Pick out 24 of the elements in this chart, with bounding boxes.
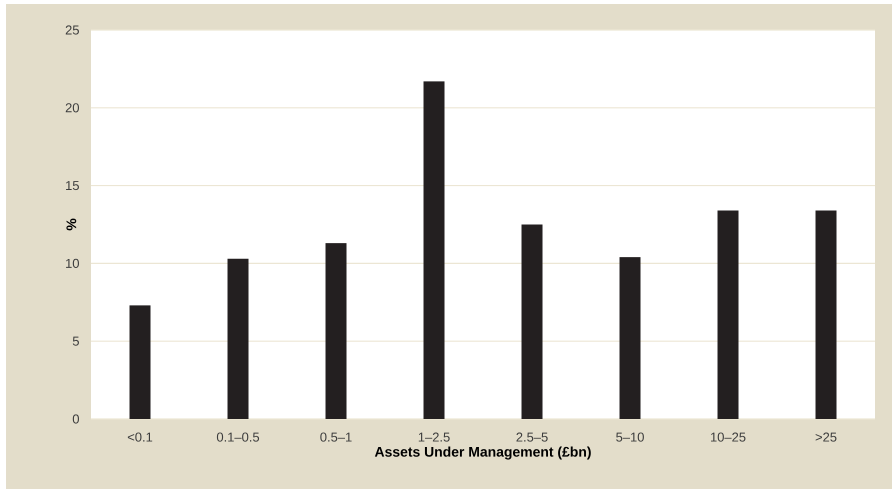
- bar: [228, 258, 249, 419]
- x-tick-label: 10–25: [710, 432, 746, 442]
- y-tick-label: 5: [72, 336, 79, 346]
- x-tick-label: 0.5–1: [320, 432, 352, 442]
- x-tick-label: 2.5–5: [516, 432, 548, 442]
- x-tick-label: 5–10: [616, 432, 644, 442]
- y-tick-label: 15: [66, 181, 79, 190]
- bar: [816, 210, 837, 419]
- y-tick-label: 0: [72, 414, 79, 424]
- bar: [620, 257, 641, 419]
- x-tick-label: 0.1–0.5: [216, 432, 260, 442]
- bar: [130, 305, 151, 419]
- x-tick-label: 1–2.5: [418, 432, 450, 442]
- x-tick-label: >25: [816, 432, 836, 442]
- bar: [424, 81, 445, 419]
- y-tick-label: 10: [66, 258, 79, 268]
- x-tick-label: <0.1: [128, 432, 152, 442]
- bar: [326, 243, 347, 419]
- x-axis-title: Assets Under Management (£bn): [374, 446, 591, 460]
- y-tick-label: 25: [66, 25, 79, 35]
- y-tick-label: 20: [66, 103, 79, 112]
- bar: [522, 224, 543, 419]
- bar: [718, 210, 739, 419]
- y-axis-title: %: [66, 218, 76, 230]
